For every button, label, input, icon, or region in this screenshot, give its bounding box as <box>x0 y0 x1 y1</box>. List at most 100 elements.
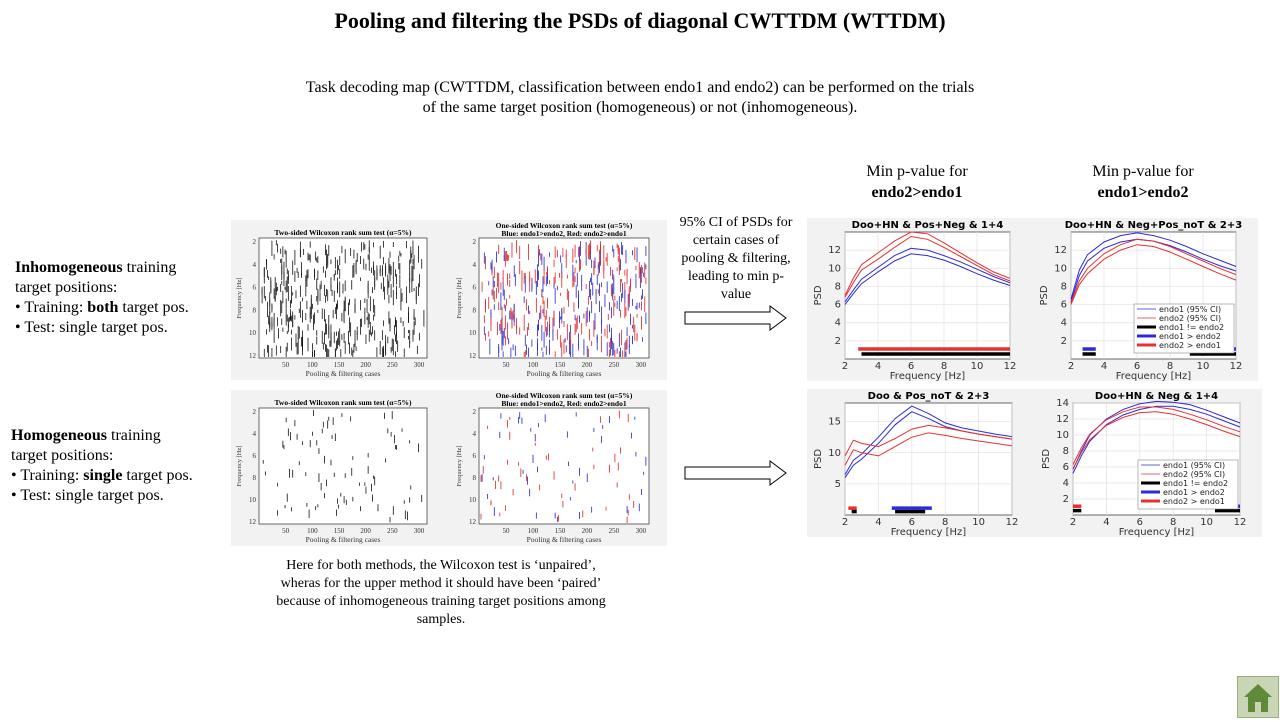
y-tick-label: 12 <box>469 518 477 526</box>
x-axis-label: Frequency [Hz] <box>1116 371 1192 382</box>
legend-entry: endo2 (95% CI) <box>1159 314 1221 323</box>
y-tick-label: 6 <box>473 452 477 460</box>
header-line-1: Min p-value for <box>866 163 968 180</box>
raster-plot-area <box>258 407 428 525</box>
x-tick-label: 250 <box>609 527 620 535</box>
header-line-2: endo2>endo1 <box>871 184 963 201</box>
plot-area <box>844 231 1011 360</box>
series-line <box>844 405 1013 475</box>
note-line: Here for both methods, the Wilcoxon test… <box>286 558 596 573</box>
wilcoxon-panel-inhomogeneous: 2 4 6 8 10 12 50 100 150 200 250 300 Pooling & filte… <box>231 220 667 380</box>
y-tick-label: 5 <box>835 479 841 490</box>
x-tick-label: 8 <box>1170 517 1176 528</box>
y-tick-label: 4 <box>473 261 477 269</box>
y-tick-label: 4 <box>1063 478 1069 489</box>
homogeneous-rest: training <box>107 427 161 444</box>
x-tick-label: 300 <box>636 361 647 369</box>
training-prefix: • Training: <box>15 299 88 316</box>
x-tick-label: 200 <box>360 527 371 535</box>
y-tick-label: 4 <box>253 430 257 438</box>
raster-plot-area <box>478 407 650 525</box>
y-tick-label: 10 <box>1054 263 1067 274</box>
x-tick-label: 150 <box>334 527 345 535</box>
x-tick-label: 6 <box>908 361 914 372</box>
methods-note: Here for both methods, the Wilcoxon test… <box>240 557 642 629</box>
x-tick-label: 8 <box>1167 361 1173 372</box>
legend-entry: endo1 != endo2 <box>1159 323 1224 332</box>
x-tick-label: 300 <box>636 527 647 535</box>
home-button[interactable] <box>1237 676 1279 718</box>
description-line-1: Task decoding map (CWTTDM, classificatio… <box>305 79 975 96</box>
x-tick-label: 250 <box>387 361 398 369</box>
y-tick-label: 12 <box>249 518 257 526</box>
series-line <box>844 247 1011 303</box>
right-arrow-icon <box>684 305 787 331</box>
x-tick-label: 6 <box>1137 517 1143 528</box>
series-line <box>844 432 1013 466</box>
one-sided-subtitle: Blue: endo1>endo2, Red: endo2>endo1 <box>501 229 626 238</box>
header-endo1-gt-endo2: Min p-value for endo1>endo2 <box>1048 161 1238 203</box>
psd-chart: Doo+HN & Pos+Neg & 1+4 2 4 6 8 10 12 2 4 6 8 10 12 Fr… <box>813 220 1017 382</box>
inhomogeneous-line2: target positions: <box>15 279 118 296</box>
legend-entry: endo2 > endo1 <box>1159 341 1221 350</box>
x-tick-label: 100 <box>307 527 318 535</box>
x-tick-label: 12 <box>1004 361 1017 372</box>
psd-panel-inhomogeneous: Doo+HN & Pos+Neg & 1+4 2 4 6 8 10 12 2 4 6 8 10 12 Fr… <box>807 218 1258 382</box>
y-tick-label: 12 <box>1056 414 1069 425</box>
chart-title: Doo+HN & Pos+Neg & 1+4 <box>852 220 1004 231</box>
y-tick-label: 4 <box>835 318 841 329</box>
legend-entry: endo1 > endo2 <box>1159 332 1221 341</box>
x-tick-label: 10 <box>972 517 985 528</box>
series-line <box>844 235 1011 298</box>
home-icon <box>1244 684 1272 712</box>
legend-entry: endo1 (95% CI) <box>1159 305 1221 314</box>
psd-chart: Doo+HN & Neg & 1+4 2 4 6 8 10 12 2 4 6 8 10 12 14 Freq… <box>1041 391 1246 538</box>
y-axis-label: PSD <box>813 285 824 305</box>
y-tick-label: 6 <box>253 284 257 292</box>
series-line <box>1070 238 1237 303</box>
y-tick-label: 12 <box>469 352 477 360</box>
y-tick-label: 8 <box>1061 281 1067 292</box>
y-tick-label: 12 <box>828 245 841 256</box>
y-axis-label: PSD <box>1041 449 1052 469</box>
x-tick-label: 6 <box>1134 361 1140 372</box>
y-axis-label: Frequency [Hz] <box>236 446 243 487</box>
y-axis-label: PSD <box>813 449 824 469</box>
y-tick-label: 2 <box>1061 336 1067 347</box>
note-line: because of inhomogeneous training target… <box>276 594 606 609</box>
x-axis-label: Pooling & filtering cases <box>527 369 602 378</box>
y-tick-label: 15 <box>828 417 841 428</box>
slide-description: Task decoding map (CWTTDM, classificatio… <box>230 78 1050 118</box>
y-tick-label: 8 <box>473 306 477 314</box>
psd-chart: Doo & Pos_noT & 2+3 2 4 6 8 10 12 5 10 15 Frequenc… <box>813 391 1018 538</box>
y-tick-label: 6 <box>253 452 257 460</box>
header-endo2-gt-endo1: Min p-value for endo2>endo1 <box>822 161 1012 203</box>
one-sided-title: One-sided Wilcoxon rank sum test (α=5%) <box>496 221 633 230</box>
x-tick-label: 4 <box>1101 361 1107 372</box>
homogeneous-bold: Homogeneous <box>11 427 107 444</box>
two-sided-title: Two-sided Wilcoxon rank sum test (α=5%) <box>274 228 412 237</box>
one-sided-subtitle: Blue: endo1>endo2, Red: endo2>endo1 <box>501 399 626 408</box>
y-tick-label: 10 <box>469 329 477 337</box>
y-tick-label: 2 <box>473 238 477 246</box>
chart-title: Doo & Pos_noT & 2+3 <box>868 391 990 402</box>
legend-entry: endo1 > endo2 <box>1163 488 1225 497</box>
chart-title: Doo+HN & Neg & 1+4 <box>1095 391 1218 402</box>
legend-entry: endo2 > endo1 <box>1163 497 1225 506</box>
y-tick-label: 8 <box>253 474 257 482</box>
series-line <box>844 231 1011 296</box>
x-tick-label: 250 <box>609 361 620 369</box>
inhomogeneous-test: • Test: single target pos. <box>15 319 168 336</box>
y-tick-label: 8 <box>835 281 841 292</box>
x-tick-label: 50 <box>502 361 510 369</box>
x-tick-label: 200 <box>582 527 593 535</box>
x-tick-label: 200 <box>582 361 593 369</box>
y-tick-label: 4 <box>1061 318 1067 329</box>
y-tick-label: 2 <box>473 408 477 416</box>
y-tick-label: 8 <box>253 306 257 314</box>
x-tick-label: 4 <box>1103 517 1109 528</box>
chart-title: Doo+HN & Neg+Pos_noT & 2+3 <box>1065 220 1243 231</box>
x-axis-label: Pooling & filtering cases <box>306 369 381 378</box>
y-axis-label: Frequency [Hz] <box>456 446 463 487</box>
